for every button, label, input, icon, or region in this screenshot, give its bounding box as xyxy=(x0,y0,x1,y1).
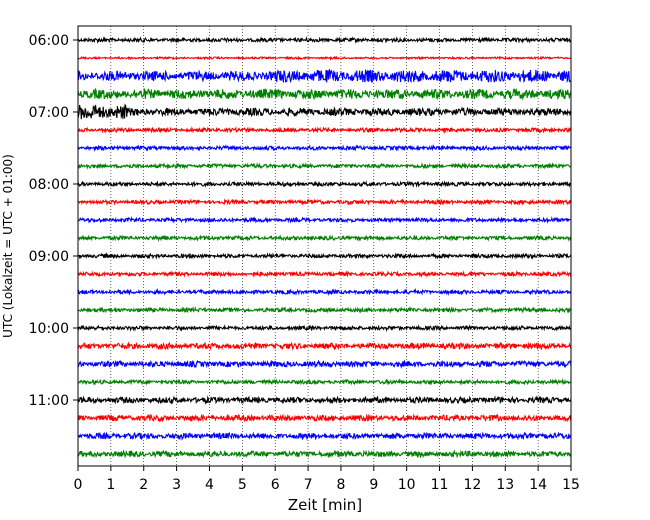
x-tick-label-9: 9 xyxy=(369,477,378,493)
x-axis-ticks: 0 1 2 3 4 5 6 7 8 9 10 11 12 13 14 15 xyxy=(74,466,580,493)
y-tick-label-08:00: 08:00 xyxy=(29,177,69,193)
plot-frame xyxy=(77,25,572,467)
x-tick-label-5: 5 xyxy=(238,477,247,493)
x-tick-label-1: 1 xyxy=(106,477,115,493)
x-tick-label-8: 8 xyxy=(336,477,345,493)
trace-07:30 xyxy=(77,144,572,152)
trace-07:15 xyxy=(77,125,572,134)
y-tick-label-09:00: 09:00 xyxy=(29,249,69,265)
y-axis-label: UTC (Lokalzeit = UTC + 01:00) xyxy=(1,154,15,338)
trace-10:30 xyxy=(77,359,572,369)
trace-06:00 xyxy=(77,35,572,44)
trace-11:15 xyxy=(77,413,572,423)
x-tick-label-7: 7 xyxy=(304,477,313,493)
trace-11:45 xyxy=(77,449,572,459)
y-tick-label-06:00: 06:00 xyxy=(29,33,69,49)
trace-09:15 xyxy=(77,270,572,279)
trace-09:45 xyxy=(77,305,572,314)
trace-10:45 xyxy=(77,378,572,386)
y-axis-ticks: 06:00 07:00 08:00 09:00 10:00 11:00 xyxy=(29,33,78,409)
x-tick-label-6: 6 xyxy=(271,477,280,493)
trace-09:30 xyxy=(77,288,572,297)
trace-06:45 xyxy=(77,87,572,101)
x-tick-label-15: 15 xyxy=(562,477,580,493)
trace-08:30 xyxy=(77,216,572,224)
trace-06:15 xyxy=(77,55,572,61)
trace-11:00 xyxy=(77,395,572,405)
x-tick-label-4: 4 xyxy=(205,477,214,493)
trace-08:00 xyxy=(77,180,572,188)
y-tick-label-10:00: 10:00 xyxy=(29,321,69,337)
y-tick-label-07:00: 07:00 xyxy=(29,105,69,121)
trace-07:45 xyxy=(77,162,572,170)
trace-10:15 xyxy=(77,341,572,351)
trace-10:00 xyxy=(77,324,572,333)
x-tick-label-2: 2 xyxy=(139,477,148,493)
grid-lines xyxy=(110,26,539,466)
x-tick-label-3: 3 xyxy=(172,477,181,493)
y-tick-label-11:00: 11:00 xyxy=(29,393,69,409)
x-axis-label: Zeit [min] xyxy=(288,496,362,514)
trace-11:30 xyxy=(77,431,572,441)
x-tick-label-13: 13 xyxy=(496,477,514,493)
x-tick-label-11: 11 xyxy=(431,477,449,493)
x-tick-label-14: 14 xyxy=(529,477,547,493)
x-tick-label-0: 0 xyxy=(74,477,83,493)
x-tick-label-10: 10 xyxy=(398,477,416,493)
trace-07:00 xyxy=(77,103,572,120)
seismogram-traces xyxy=(77,35,572,459)
trace-08:15 xyxy=(77,198,572,207)
trace-09:00 xyxy=(77,252,572,260)
trace-06:30 xyxy=(77,68,572,84)
x-tick-label-12: 12 xyxy=(463,477,481,493)
trace-08:45 xyxy=(77,234,572,243)
